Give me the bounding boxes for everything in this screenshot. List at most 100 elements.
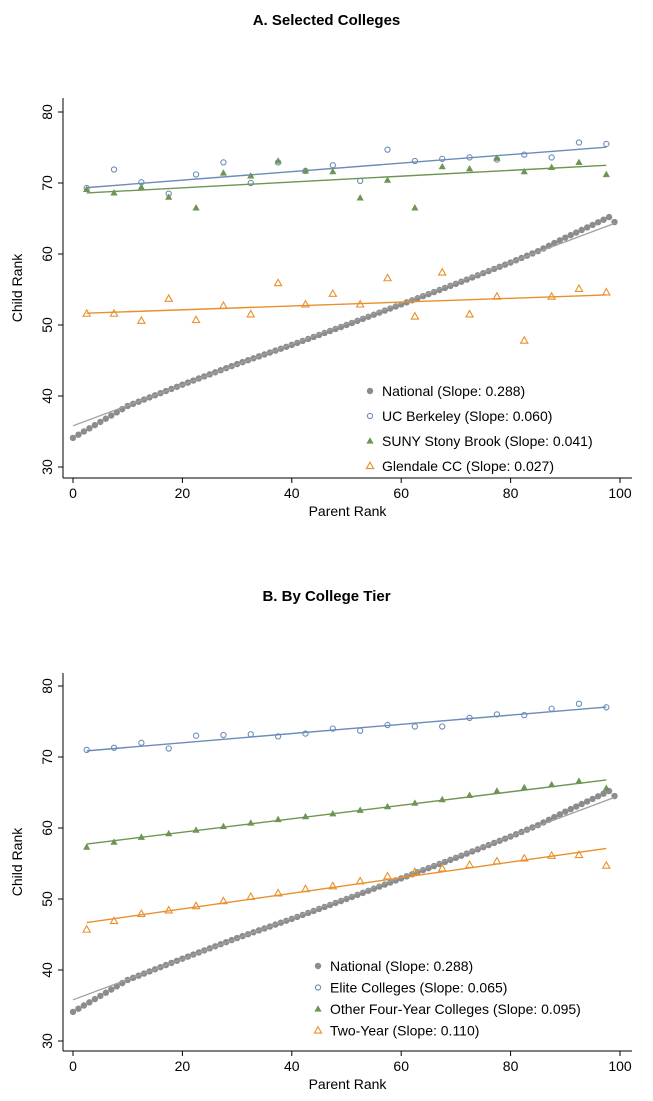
chart1-point bbox=[302, 730, 309, 737]
chart0-point bbox=[439, 155, 446, 163]
chart0-legend-label: Glendale CC (Slope: 0.027) bbox=[382, 458, 554, 474]
chart1-point bbox=[137, 833, 145, 840]
chart0-point bbox=[465, 309, 475, 318]
chart1-point bbox=[548, 705, 555, 712]
chart1-point bbox=[138, 739, 145, 746]
chart1-point bbox=[109, 916, 119, 925]
chart1-point bbox=[329, 725, 336, 732]
chart0-series-2 bbox=[83, 154, 610, 211]
chart1-x-tick-label: 80 bbox=[503, 1058, 519, 1074]
chart0-point bbox=[382, 273, 393, 282]
chart1-point bbox=[410, 867, 420, 876]
panel-a-chart: 30 40 50 60 70 80 0 20 40 60 80 100 Parent Rank Child… bbox=[9, 98, 632, 519]
chart0-legend-marker bbox=[365, 461, 375, 470]
chart0-point bbox=[547, 291, 557, 300]
chart0-national-point bbox=[578, 226, 585, 234]
chart1-national-point bbox=[578, 800, 585, 808]
chart1-point bbox=[411, 799, 419, 806]
chart0-legend-marker bbox=[366, 412, 374, 420]
chart0-legend-label: SUNY Stony Brook (Slope: 0.041) bbox=[382, 433, 593, 449]
chart0-y-tick-label: 50 bbox=[39, 317, 55, 333]
chart0-series-3 bbox=[82, 267, 611, 344]
chart0-fit-line bbox=[72, 222, 615, 427]
chart0-national-point bbox=[562, 234, 569, 241]
chart1-legend-label: Other Four-Year Colleges (Slope: 0.095) bbox=[330, 1001, 581, 1017]
chart1-x-tick-label: 0 bbox=[69, 1058, 77, 1074]
panel-b-chart: 30 40 50 60 70 80 0 20 40 60 80 100 Parent Rank Child… bbox=[9, 673, 632, 1092]
chart1-point bbox=[328, 881, 338, 890]
chart0-point bbox=[466, 154, 473, 161]
chart1-point bbox=[247, 819, 255, 826]
chart1-point bbox=[466, 714, 473, 722]
chart1-point bbox=[437, 863, 447, 872]
chart0-point bbox=[356, 194, 364, 201]
chart0-x-tick-label: 0 bbox=[69, 485, 77, 501]
chart0-point bbox=[437, 267, 447, 276]
chart0-point bbox=[247, 172, 255, 179]
chart1-legend-label: Two-Year (Slope: 0.110) bbox=[330, 1023, 479, 1039]
chart1-y-axis-label: Child Rank bbox=[9, 827, 25, 896]
chart1-point bbox=[110, 838, 118, 845]
chart1-point bbox=[329, 810, 337, 817]
chart0-fit-line bbox=[86, 164, 607, 194]
chart0-point bbox=[520, 167, 528, 175]
chart1-point bbox=[521, 711, 528, 719]
chart0-point bbox=[575, 158, 583, 166]
chart1-point bbox=[465, 791, 474, 798]
chart0-point bbox=[274, 157, 282, 164]
chart1-fit-line bbox=[86, 779, 607, 845]
chart0-legend-marker bbox=[366, 437, 374, 444]
chart0-national-point bbox=[589, 221, 596, 229]
chart1-point bbox=[601, 860, 611, 869]
chart0-national-point bbox=[108, 412, 115, 419]
chart1-national-point bbox=[562, 808, 569, 815]
chart0-national-point bbox=[80, 428, 88, 435]
chart1-point bbox=[247, 731, 254, 738]
chart0-x-tick-label: 40 bbox=[284, 485, 300, 501]
chart0-national-point bbox=[556, 237, 564, 244]
chart0-point bbox=[246, 309, 256, 318]
chart1-fit-line bbox=[86, 706, 607, 752]
chart0-fit-line bbox=[86, 294, 607, 314]
chart1-point bbox=[520, 783, 528, 791]
chart0-point bbox=[383, 176, 392, 183]
chart1-point bbox=[246, 891, 256, 901]
chart1-y-tick-label: 70 bbox=[39, 749, 55, 765]
chart0-series-1 bbox=[83, 139, 610, 197]
chart0-point bbox=[328, 288, 338, 297]
chart1-point bbox=[357, 727, 364, 734]
chart0-point bbox=[438, 162, 446, 170]
chart0-point bbox=[192, 171, 200, 178]
chart0-point bbox=[575, 139, 583, 146]
chart1-point bbox=[602, 784, 610, 791]
chart1-point bbox=[83, 843, 91, 850]
chart1-x-tick-label: 20 bbox=[175, 1058, 191, 1074]
chart1-point bbox=[384, 721, 391, 729]
chart1-x-tick-label: 60 bbox=[393, 1058, 409, 1074]
chart0-national-point bbox=[86, 425, 93, 432]
chart0-point bbox=[300, 299, 311, 308]
chart1-point bbox=[383, 802, 392, 810]
chart0-x-tick-label: 60 bbox=[393, 485, 409, 501]
chart0-point bbox=[601, 287, 611, 296]
chart1-fit-line bbox=[72, 796, 615, 1001]
chart0-point bbox=[301, 167, 310, 174]
chart0-point bbox=[465, 165, 474, 172]
chart1-series-3 bbox=[82, 847, 611, 933]
chart1-point bbox=[411, 723, 419, 730]
chart1-national-point bbox=[97, 992, 104, 1000]
chart0-point bbox=[355, 299, 365, 308]
chart1-national-point bbox=[600, 790, 607, 797]
chart1-national-point bbox=[573, 803, 580, 810]
chart0-x-tick-label: 20 bbox=[175, 485, 191, 501]
chart0-point bbox=[493, 154, 501, 161]
chart0-point bbox=[329, 167, 337, 175]
chart1-point bbox=[192, 732, 200, 739]
chart0-point bbox=[329, 162, 336, 169]
chart1-point bbox=[110, 744, 118, 751]
chart1-point bbox=[82, 924, 92, 933]
chart1-point bbox=[574, 850, 584, 859]
chart1-national-point bbox=[91, 995, 99, 1003]
chart0-point bbox=[136, 315, 146, 324]
chart1-point bbox=[218, 896, 228, 905]
